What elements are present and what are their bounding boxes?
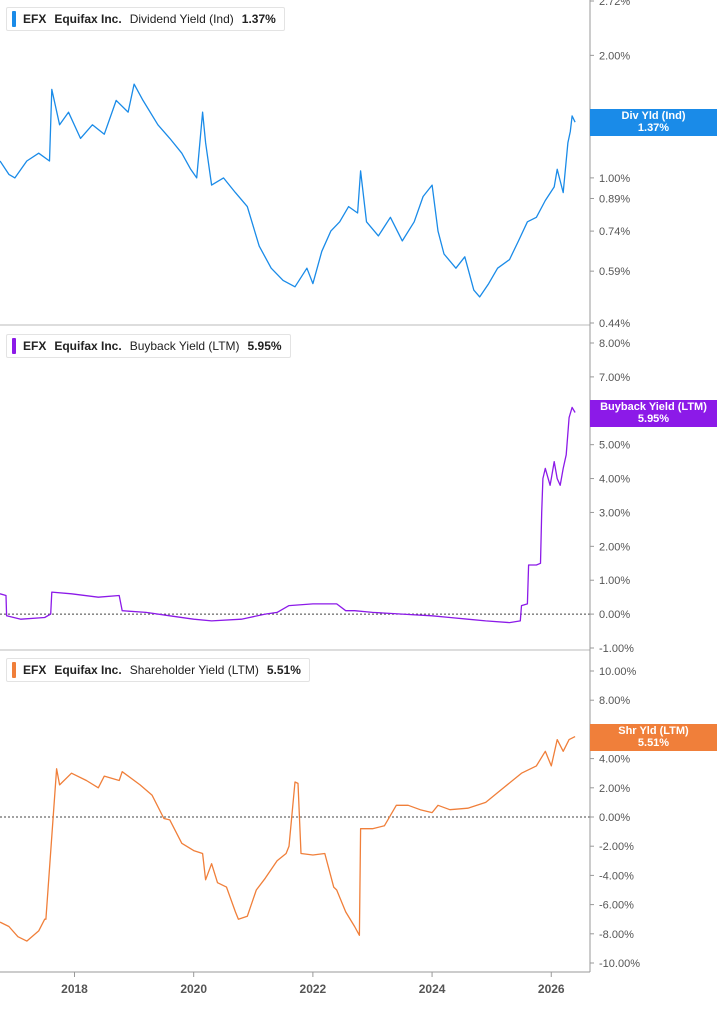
legend-value: 1.37% [241,12,276,26]
x-tick-label: 2024 [419,982,446,996]
y-tick-label: 0.74% [599,226,630,238]
y-tick-label: 8.00% [599,338,630,350]
y-tick-label: 2.00% [599,783,630,795]
y-tick-label: 10.00% [599,666,637,678]
legend-ticker: EFX [23,12,47,26]
y-tick-label: 0.59% [599,266,630,278]
y-tick-label: 1.00% [599,575,630,587]
y-tick-label: 3.00% [599,507,630,519]
legend-swatch [12,11,16,27]
value-tag-buyback-yield: Buyback Yield (LTM) 5.95% [590,400,717,427]
y-tick-label: -4.00% [599,870,634,882]
y-tick-label: 2.00% [599,50,630,62]
y-tick-label: 2.72% [599,0,630,8]
y-tick-label: 2.00% [599,541,630,553]
y-tick-label: 0.00% [599,812,630,824]
series-line [0,736,576,942]
legend-company: Equifax Inc. [54,12,122,26]
value-tag-value: 5.51% [637,737,670,749]
legend-metric: Shareholder Yield (LTM) [129,663,259,677]
legend-swatch [12,338,16,354]
y-tick-label: -6.00% [599,900,634,912]
legend-swatch [12,662,16,678]
y-tick-label: 5.00% [599,440,630,452]
y-tick-label: -10.00% [599,958,640,970]
legend-metric: Dividend Yield (Ind) [129,12,234,26]
legend-buyback-yield: EFX Equifax Inc. Buyback Yield (LTM) 5.9… [6,334,291,358]
legend-metric: Buyback Yield (LTM) [129,339,240,353]
legend-ticker: EFX [23,663,47,677]
x-tick-label: 2022 [300,982,327,996]
y-tick-label: 7.00% [599,372,630,384]
legend-value: 5.95% [247,339,282,353]
x-tick-label: 2020 [180,982,207,996]
y-tick-label: -8.00% [599,929,634,941]
legend-dividend-yield: EFX Equifax Inc. Dividend Yield (Ind) 1.… [6,7,285,31]
y-tick-label: 0.44% [599,318,630,330]
series-line [0,83,576,298]
legend-shareholder-yield: EFX Equifax Inc. Shareholder Yield (LTM)… [6,658,310,682]
value-tag-label: Div Yld (Ind) [621,110,686,122]
y-tick-label: 8.00% [599,695,630,707]
value-tag-value: 1.37% [637,122,670,134]
legend-ticker: EFX [23,339,47,353]
x-tick-label: 2018 [61,982,88,996]
legend-company: Equifax Inc. [54,663,122,677]
legend-value: 5.51% [266,663,301,677]
series-line [0,406,576,624]
value-tag-label: Buyback Yield (LTM) [600,401,707,413]
value-tag-dividend-yield: Div Yld (Ind) 1.37% [590,109,717,136]
value-tag-value: 5.95% [637,413,670,425]
value-tag-shareholder-yield: Shr Yld (LTM) 5.51% [590,724,717,751]
y-tick-label: -2.00% [599,841,634,853]
y-tick-label: 0.00% [599,609,630,621]
legend-company: Equifax Inc. [54,339,122,353]
x-tick-label: 2026 [538,982,565,996]
y-tick-label: 4.00% [599,754,630,766]
y-tick-label: 0.89% [599,193,630,205]
y-tick-label: 4.00% [599,474,630,486]
y-tick-label: 1.00% [599,173,630,185]
value-tag-label: Shr Yld (LTM) [618,725,689,737]
y-tick-label: -1.00% [599,643,634,655]
